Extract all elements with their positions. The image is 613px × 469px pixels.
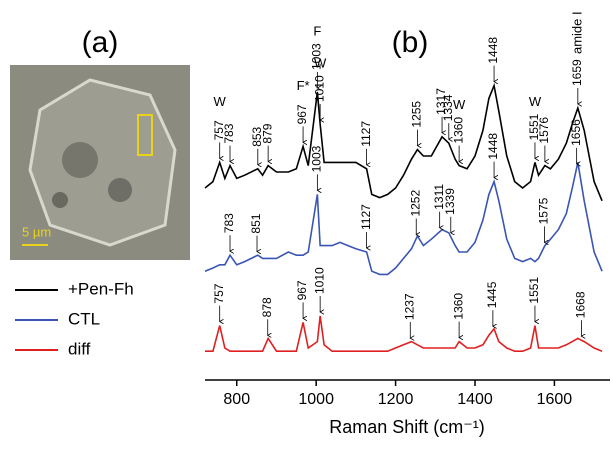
peak-annotation: W (314, 55, 327, 70)
scale-bar-label: 5 µm (22, 224, 51, 239)
peak-label: 1252 (408, 190, 422, 217)
peak-label: 783 (222, 213, 236, 233)
cell-detail (62, 142, 98, 178)
peak-label: 1003 (310, 43, 324, 70)
peak-label: 1127 (359, 204, 373, 230)
peak-label: 1445 (485, 281, 499, 308)
cell-detail (52, 192, 68, 208)
peak-label: 757 (212, 120, 226, 140)
peak-annotation: amide I (569, 11, 584, 54)
peak-label: 1339 (443, 188, 457, 215)
peak-label: 1127 (359, 121, 373, 147)
peak-label: 1010 (312, 267, 326, 294)
peak-label: 1551 (527, 277, 541, 304)
legend-label: +Pen-Fh (68, 279, 134, 298)
peak-label: 1551 (527, 113, 541, 140)
peak-label: 1334 (441, 94, 455, 121)
peak-label: 967 (295, 104, 309, 124)
peak-label: 1255 (410, 101, 424, 128)
cell (28, 78, 177, 247)
spectrum-line (204, 162, 603, 276)
peak-label: 1360 (451, 293, 465, 320)
peak-annotation: W (214, 94, 227, 109)
peak-label: 967 (295, 280, 309, 300)
peak-annotation: W (529, 94, 542, 109)
peak-label: 1576 (537, 117, 551, 144)
peak-label: 1448 (486, 37, 500, 64)
micrograph: 5 µm (10, 65, 190, 260)
peak-annotation: W (453, 97, 466, 112)
peak-label: 1237 (402, 293, 416, 320)
spectrum-line (205, 315, 603, 353)
peak-label: 1668 (574, 291, 588, 318)
peak-label: 1656 (569, 119, 583, 146)
peak-label: 853 (250, 126, 264, 146)
peak-label: 1575 (537, 197, 551, 224)
peak-label: 851 (249, 213, 263, 233)
panel-label: (a) (82, 26, 119, 59)
peak-label: 878 (260, 297, 274, 317)
cell-detail (108, 178, 132, 202)
peak-label: 1003 (310, 145, 324, 172)
panel-label: (b) (392, 26, 429, 59)
x-tick-label: 800 (223, 391, 250, 408)
region-box (137, 114, 153, 156)
peak-label: 879 (260, 123, 274, 143)
peak-annotation: F (313, 23, 321, 38)
peak-label: 1311 (432, 184, 446, 210)
x-tick-label: 1600 (537, 391, 573, 408)
legend-label: CTL (68, 309, 100, 328)
x-tick-label: 1000 (298, 391, 334, 408)
x-tick-label: 1400 (457, 391, 493, 408)
x-axis-title: Raman Shift (cm⁻¹) (329, 417, 485, 437)
peak-label: 757 (212, 283, 226, 303)
peak-label: 1360 (451, 117, 465, 144)
x-tick-label: 1200 (378, 391, 414, 408)
spectrum-line (204, 82, 603, 202)
peak-label: 1317 (434, 88, 448, 115)
peak-annotation: F* (297, 78, 310, 93)
legend-label: diff (68, 339, 91, 358)
peak-label: 1448 (486, 133, 500, 160)
peak-label: 1010 (312, 75, 326, 102)
peak-label: 1659 (570, 59, 584, 86)
peak-label: 783 (222, 123, 236, 143)
